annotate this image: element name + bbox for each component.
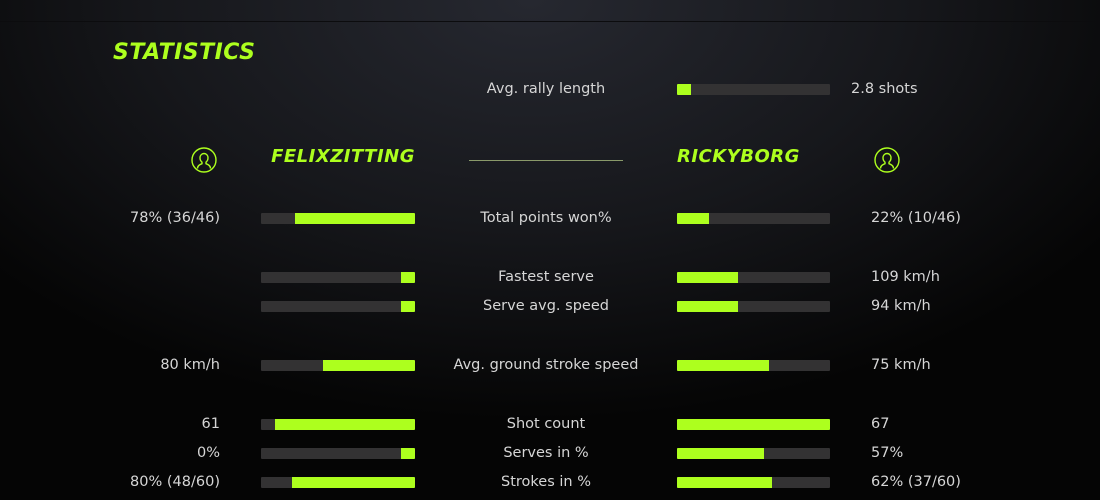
right-bar-fill (677, 477, 772, 488)
stat-label: Avg. ground stroke speed (453, 357, 639, 373)
right-value: 22% (10/46) (871, 210, 961, 226)
stat-row: 80% (48/60) Strokes in % 62% (37/60) (0, 472, 1100, 492)
stat-label: Avg. rally length (486, 81, 606, 97)
left-bar (261, 360, 415, 371)
right-bar-fill (677, 419, 830, 430)
right-value: 67 (871, 416, 890, 432)
right-value: 57% (871, 445, 904, 461)
left-value: 0% (196, 445, 220, 461)
left-value: 61 (201, 416, 220, 432)
header-divider (469, 160, 623, 161)
left-value: 80% (48/60) (130, 474, 220, 490)
page-title: STATISTICS (113, 40, 256, 65)
right-bar (677, 360, 830, 371)
left-bar (261, 448, 415, 459)
left-bar (261, 213, 415, 224)
left-bar-fill (401, 301, 415, 312)
left-bar-fill (274, 419, 415, 430)
left-bar-fill (291, 477, 415, 488)
rally-bar-fill (677, 84, 691, 95)
stat-row: 80 km/h Avg. ground stroke speed 75 km/h (0, 355, 1100, 375)
left-bar (261, 272, 415, 283)
stat-row: 61 Shot count 67 (0, 414, 1100, 434)
player-left-name: FELIXZITTING (271, 146, 415, 167)
stat-row: Serve avg. speed 94 km/h (0, 296, 1100, 316)
left-bar-fill (401, 448, 415, 459)
right-bar (677, 448, 830, 459)
right-bar-fill (677, 360, 769, 371)
right-bar-fill (677, 272, 739, 283)
right-value: 62% (37/60) (871, 474, 961, 490)
stat-label: Shot count (506, 416, 586, 432)
left-bar (261, 419, 415, 430)
right-bar (677, 477, 830, 488)
stat-row-rally: Avg. rally length 2.8 shots (0, 79, 1100, 99)
right-bar-fill (677, 448, 765, 459)
right-bar (677, 301, 830, 312)
right-bar-fill (677, 213, 710, 224)
left-bar-fill (294, 213, 415, 224)
left-bar (261, 301, 415, 312)
player-right-name: RICKYBORG (677, 146, 800, 167)
right-bar (677, 213, 830, 224)
stat-row: 78% (36/46) Total points won% 22% (10/46… (0, 208, 1100, 228)
stat-label: Fastest serve (498, 269, 594, 285)
stat-row: 0% Serves in % 57% (0, 443, 1100, 463)
right-value: 109 km/h (871, 269, 940, 285)
stat-row: Fastest serve 109 km/h (0, 267, 1100, 287)
user-icon (874, 147, 900, 173)
stat-label: Serves in % (503, 445, 589, 461)
top-divider (0, 21, 1100, 22)
rally-bar (677, 84, 830, 95)
right-bar (677, 419, 830, 430)
stat-label: Total points won% (480, 210, 612, 226)
left-value: 78% (36/46) (130, 210, 220, 226)
right-bar-fill (677, 301, 739, 312)
rally-value: 2.8 shots (851, 81, 918, 97)
left-value: 80 km/h (160, 357, 220, 373)
left-bar-fill (401, 272, 415, 283)
stat-label: Serve avg. speed (483, 298, 609, 314)
left-bar-fill (322, 360, 415, 371)
right-bar (677, 272, 830, 283)
right-value: 75 km/h (871, 357, 931, 373)
right-value: 94 km/h (871, 298, 931, 314)
left-bar (261, 477, 415, 488)
stat-label: Strokes in % (501, 474, 591, 490)
user-icon (191, 147, 217, 173)
